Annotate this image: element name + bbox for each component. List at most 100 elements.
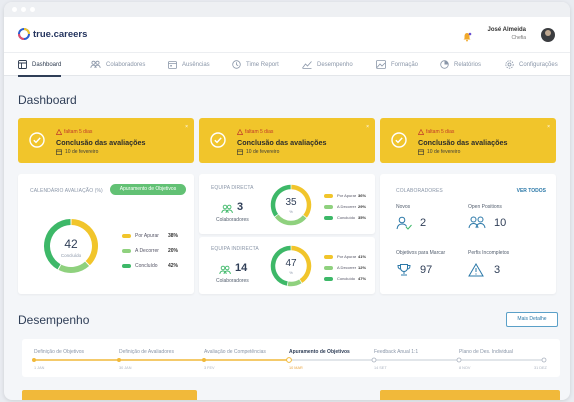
nav-item-configuracoes[interactable]: Configurações — [505, 53, 558, 76]
calendar-icon — [237, 149, 243, 155]
donut-segment — [44, 219, 71, 270]
nav-label-dashboard: Dashboard — [32, 61, 62, 68]
timeline-phase-date: 3 FEV — [204, 366, 215, 370]
nav-label-colaboradores: Colaboradores — [106, 61, 146, 68]
nav-item-formacao[interactable]: Formação — [376, 53, 418, 76]
alert-card[interactable]: faltam 5 dias Conclusão das avaliações 1… — [380, 118, 556, 163]
close-icon[interactable]: × — [547, 124, 550, 130]
see-all-link[interactable]: VER TODOS — [516, 188, 546, 194]
donut-caption: Concluído — [60, 253, 82, 258]
timeline-phase-label[interactable]: Definição de Objetivos — [34, 349, 85, 355]
donut-value: 47 — [285, 258, 297, 269]
legend-item: Por Apurar 36% — [324, 193, 366, 198]
donut-segment — [287, 279, 302, 287]
logo-text: true.careers — [33, 28, 88, 40]
donut-segment — [274, 214, 307, 226]
legend-item: A Decorrer 20% — [122, 248, 178, 254]
logo-icon — [18, 28, 30, 40]
legend-item: Concluído 42% — [122, 263, 178, 269]
donut-segment — [270, 184, 291, 217]
team-indirect-label: EQUIPA INDIRECTA — [211, 246, 259, 252]
window-titlebar — [4, 2, 570, 17]
people-icon — [90, 60, 101, 69]
timeline-phase-label[interactable]: Definição de Avaliadores — [119, 349, 174, 355]
alert-card[interactable]: faltam 5 dias Conclusão das avaliações 1… — [199, 118, 375, 163]
timeline-phase-date: 14 SET — [374, 366, 387, 370]
nav-label-relatorios: Relatórios — [454, 61, 482, 68]
legend-item: Concluído 47% — [324, 276, 366, 281]
legend-item: Por Apurar 38% — [122, 233, 178, 239]
nav-label-configuracoes: Configurações — [519, 61, 558, 68]
timeline-dot[interactable] — [541, 357, 547, 363]
timeline-dot[interactable] — [286, 357, 292, 363]
team-count-label: Colaboradores — [216, 217, 249, 223]
legend-swatch — [122, 249, 131, 253]
nav-item-dashboard[interactable]: Dashboard — [18, 53, 62, 77]
avatar[interactable] — [541, 28, 555, 42]
performance-timeline: Definição de Objetivos 1 JAN Definição de … — [22, 339, 560, 377]
nav-item-colaboradores[interactable]: Colaboradores — [90, 53, 145, 76]
donut-value: 42 — [64, 237, 78, 251]
timeline-dot[interactable] — [117, 358, 121, 362]
phase-pill[interactable]: Apuramento de Objetivos — [110, 184, 186, 195]
user-info[interactable]: José Almeida Chefia — [488, 27, 526, 41]
timeline-phase-date: 8 NOV — [459, 366, 471, 370]
app-window: true.careers José Almeida Chefia Dashboa… — [4, 2, 570, 400]
timeline-phase-date: 30 JAN — [119, 366, 132, 370]
logo[interactable]: true.careers — [18, 28, 87, 40]
main-nav: Dashboard Colaboradores Ausências Time R… — [4, 52, 570, 77]
window-zoom-dot[interactable] — [30, 7, 35, 12]
window-minimize-dot[interactable] — [21, 7, 26, 12]
kpi-label: Open Positions — [468, 204, 502, 210]
timeline-dot[interactable] — [371, 357, 377, 363]
timeline-phase-label[interactable]: Avaliação de Competências — [204, 349, 266, 355]
page-title: Dashboard — [18, 93, 77, 107]
legend-item: A Decorrer 29% — [324, 204, 366, 209]
warning-icon — [237, 129, 243, 135]
timeline-phase-date: 31 DEZ — [534, 366, 547, 370]
nav-item-time-report[interactable]: Time Report — [232, 53, 279, 76]
calendar-donut — [44, 219, 98, 273]
kpi-value: 3 — [494, 264, 501, 276]
alert-title: Conclusão das avaliações — [418, 138, 508, 147]
timeline-phase-label[interactable]: Apuramento de Objetivos — [289, 349, 350, 355]
nav-item-ausencias[interactable]: Ausências — [168, 53, 210, 76]
warning-icon — [56, 129, 62, 135]
timeline-phase-label[interactable]: Feedback Anual 1:1 — [374, 349, 419, 355]
check-circle-icon — [391, 132, 407, 148]
user-check-icon — [396, 216, 412, 230]
alert-warning: faltam 5 dias — [56, 129, 92, 135]
donut-segment — [270, 245, 291, 286]
legend-item: A Decorrer 12% — [324, 265, 366, 270]
timeline-dot[interactable] — [32, 358, 36, 362]
window-close-dot[interactable] — [12, 7, 17, 12]
more-details-button[interactable]: Mais Detalhe — [506, 312, 558, 327]
calendar-icon — [168, 61, 177, 69]
legend-item: Concluído 35% — [324, 215, 366, 220]
warning-icon — [468, 263, 484, 277]
top-bar: true.careers José Almeida Chefia — [4, 17, 570, 52]
close-icon[interactable]: × — [185, 124, 188, 130]
calendar-icon — [418, 149, 424, 155]
people-icon — [219, 265, 231, 275]
team-indirect-card: EQUIPA INDIRECTA 14 Colaboradores 47 % P… — [199, 237, 375, 294]
alert-date: 10 de fevereiro — [418, 149, 460, 155]
card-stub — [380, 390, 560, 400]
donut-segment — [291, 184, 312, 218]
alert-card[interactable]: faltam 5 dias Conclusão das avaliações 1… — [18, 118, 194, 163]
donut-segment — [58, 261, 90, 273]
nav-item-relatorios[interactable]: Relatórios — [440, 53, 481, 76]
user-name: José Almeida — [487, 27, 526, 33]
notifications-button[interactable] — [462, 29, 472, 47]
timeline-phase-label[interactable]: Plano de Des. Individual — [459, 349, 513, 355]
close-icon[interactable]: × — [366, 124, 369, 130]
timeline-dot[interactable] — [456, 357, 462, 363]
kpi-value: 97 — [420, 264, 433, 276]
timeline-dot[interactable] — [202, 358, 206, 362]
nav-item-desempenho[interactable]: Desempenho — [302, 53, 353, 76]
bell-icon — [463, 32, 472, 42]
kpi-label: Novos — [396, 204, 411, 210]
nav-label-desempenho: Desempenho — [317, 61, 353, 68]
report-icon — [440, 60, 449, 69]
calendar-icon — [56, 149, 62, 155]
